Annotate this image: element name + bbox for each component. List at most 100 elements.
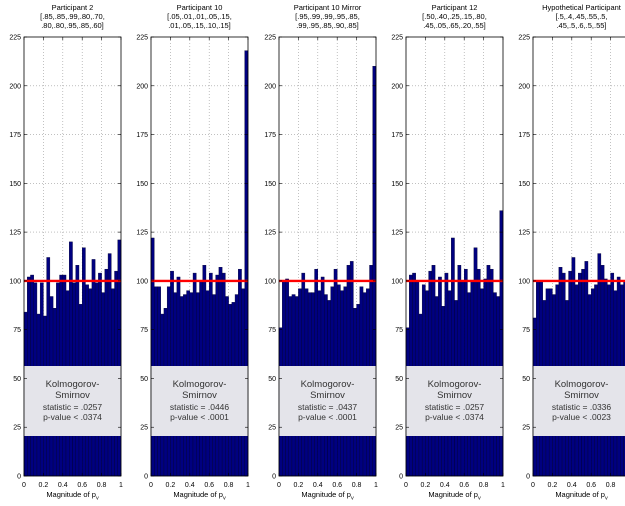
axes-frame [150,36,249,477]
x-axis-label-text: Magnitude of p [301,490,351,499]
stats-box-line: Smirnov [564,390,599,401]
y-tick-label: 75 [395,327,403,334]
stats-box-line: p-value < .0374 [43,412,102,422]
histogram-bar [499,210,504,477]
chart-subtitle: [.50,.40,.25,.15,.80, [422,12,487,21]
x-tick-label: 0.6 [77,482,87,489]
chart-title: Participant 10 Mirror [294,3,362,12]
chart-panel-5: Hypothetical Participant[.5,.4,.45,.55,.… [518,3,625,502]
x-tick-label: 1 [501,482,505,489]
x-axis-label-subscript: v [223,496,226,502]
stats-box-line: statistic = .0446 [170,402,230,412]
x-tick-label: 1 [246,482,250,489]
y-tick-label: 100 [9,278,21,285]
y-tick-label: 150 [391,181,403,188]
chart-panel-4: Participant 12[.50,.40,.25,.15,.80,.45,.… [391,3,505,502]
x-axis-label: Magnitude of pv [46,490,99,502]
x-tick-label: 1 [374,482,378,489]
axes-frame [23,36,122,477]
y-tick-label: 100 [264,278,276,285]
y-tick-label: 200 [518,83,530,90]
chart-subtitle: .99,.95,.85,.90,.85] [296,21,359,30]
x-axis-label-subscript: v [605,496,608,502]
chart-title: Participant 10 [177,3,223,12]
y-tick-label: 50 [268,376,276,383]
x-tick-label: 0.4 [567,482,577,489]
y-tick-label: 75 [140,327,148,334]
x-tick-label: 0.4 [313,482,323,489]
x-axis-label: Magnitude of pv [301,490,354,502]
y-tick-label: 50 [13,376,21,383]
chart-subtitle: .80,.80,.95,.85,.60] [41,21,104,30]
x-axis-label-subscript: v [351,496,354,502]
stats-box-line: statistic = .0437 [298,402,358,412]
y-tick-label: 225 [9,35,21,42]
y-tick-label: 25 [140,425,148,432]
y-tick-label: 25 [268,425,276,432]
x-tick-label: 0.6 [459,482,469,489]
y-tick-label: 175 [391,132,403,139]
y-tick-label: 25 [395,425,403,432]
stats-box-line: Smirnov [310,390,345,401]
stats-box-line: p-value < .0023 [552,412,611,422]
chart-subtitle: [.5,.4,.45,.55,.5, [555,12,607,21]
y-tick-label: 75 [13,327,21,334]
stats-box [24,366,121,436]
x-tick-label: 0.8 [352,482,362,489]
x-tick-label: 0.2 [421,482,431,489]
stats-box-line: statistic = .0257 [425,402,485,412]
x-tick-label: 0.2 [39,482,49,489]
y-tick-label: 0 [17,474,21,481]
y-tick-label: 0 [144,474,148,481]
y-tick-label: 125 [391,230,403,237]
y-tick-label: 175 [264,132,276,139]
y-tick-label: 100 [391,278,403,285]
y-tick-label: 225 [391,35,403,42]
y-tick-label: 25 [522,425,530,432]
x-axis-label: Magnitude of pv [555,490,608,502]
x-tick-label: 0 [149,482,153,489]
stats-box [151,366,248,436]
y-tick-label: 150 [264,181,276,188]
stats-box-line: Kolmogorov- [428,379,482,390]
x-axis-label-text: Magnitude of p [555,490,605,499]
y-tick-label: 150 [136,181,148,188]
y-tick-label: 125 [9,230,21,237]
x-tick-label: 0.2 [294,482,304,489]
x-tick-label: 0.8 [224,482,234,489]
chart-title: Hypothetical Participant [542,3,622,12]
stats-box-line: Kolmogorov- [173,379,227,390]
y-tick-label: 225 [136,35,148,42]
y-tick-label: 100 [136,278,148,285]
x-tick-label: 1 [119,482,123,489]
chart-subtitle: [.85,.85,.99,.80,.70, [40,12,105,21]
histogram-bar [597,253,602,477]
y-tick-label: 175 [136,132,148,139]
stats-box-line: Smirnov [55,390,90,401]
y-tick-label: 175 [9,132,21,139]
stats-box [279,366,376,436]
x-tick-label: 0.6 [586,482,596,489]
y-tick-label: 225 [264,35,276,42]
x-tick-label: 0 [531,482,535,489]
y-tick-label: 125 [518,230,530,237]
y-tick-label: 50 [140,376,148,383]
axes-frame [532,36,625,477]
y-tick-label: 125 [264,230,276,237]
histogram-bar [451,237,455,477]
histogram-bar [150,237,155,477]
y-tick-label: 150 [9,181,21,188]
chart-panel-1: Participant 2[.85,.85,.99,.80,.70,.80,.8… [9,3,123,502]
stats-box [533,366,625,436]
chart-panel-3: Participant 10 Mirror[.95,.99,.99,.95,.8… [264,3,378,502]
stats-box-line: statistic = .0336 [552,402,612,412]
axes-frame [405,36,504,477]
stats-box-line: Kolmogorov- [555,379,609,390]
chart-subtitle: .45,.5,.6,.5,.55] [556,21,606,30]
y-tick-label: 200 [391,83,403,90]
stats-box-line: Kolmogorov- [46,379,100,390]
x-tick-label: 0.4 [58,482,68,489]
axes-frame [278,36,377,477]
x-tick-label: 0.8 [97,482,107,489]
